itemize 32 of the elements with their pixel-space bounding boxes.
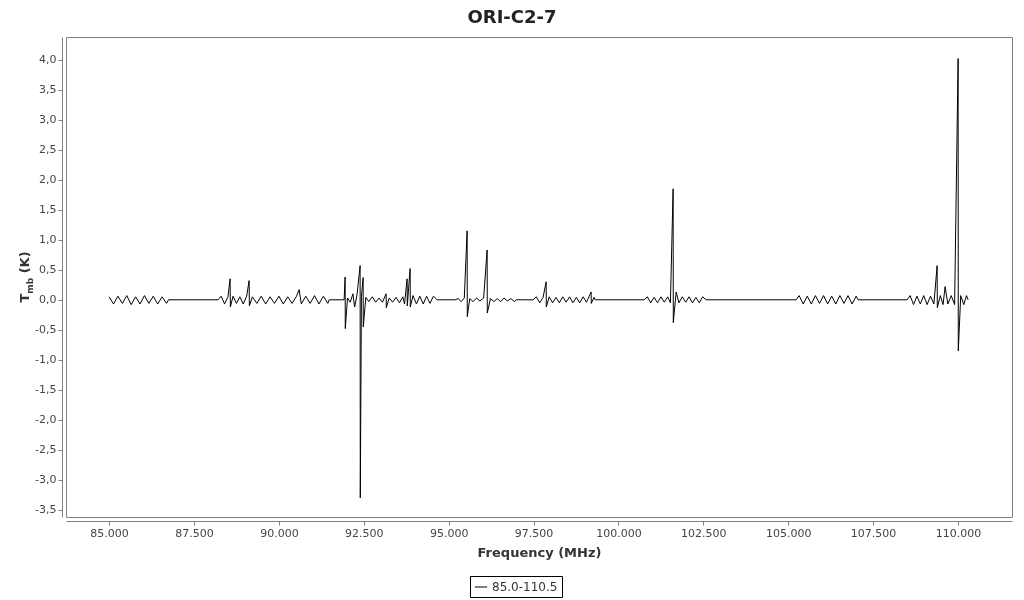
- x-tick-label: 92.500: [345, 526, 384, 540]
- x-tick-label: 102.500: [681, 526, 727, 540]
- y-tick-label: -2,0: [35, 413, 57, 427]
- y-tick-label: -1,0: [35, 353, 57, 367]
- legend-label: 85.0-110.5: [492, 580, 558, 594]
- y-tick-label: -1,5: [35, 383, 57, 397]
- y-tick-label: 0,0: [39, 293, 57, 307]
- y-tick-label: 2,0: [39, 173, 57, 187]
- y-tick-label: 1,0: [39, 233, 57, 247]
- y-tick-label: 3,0: [39, 113, 57, 127]
- x-tick-label: 97.500: [514, 526, 554, 540]
- x-tick-label: 105.000: [765, 526, 812, 540]
- y-axis-title: Tmb (K): [17, 251, 35, 303]
- x-axis-title: Frequency (MHz): [477, 544, 602, 560]
- y-tick-label: 3,5: [39, 83, 57, 97]
- x-tick-label: 90.000: [260, 526, 299, 540]
- x-tick-label: 85.000: [90, 526, 129, 540]
- x-tick-label: 107.500: [850, 526, 897, 540]
- y-tick-label: 4,0: [39, 53, 57, 67]
- y-tick-label: 2,5: [39, 143, 57, 157]
- x-tick-label: 87.500: [175, 526, 214, 540]
- y-tick-label: 1,5: [39, 203, 57, 217]
- x-tick-label: 100.000: [596, 526, 642, 540]
- y-tick-label: -3,5: [35, 503, 57, 517]
- x-tick-label: 110.000: [935, 526, 982, 540]
- line-series: [108, 58, 969, 499]
- y-tick-label: -2,5: [35, 443, 57, 457]
- y-tick-label: -0,5: [35, 323, 57, 337]
- y-tick-label: -3,0: [35, 473, 57, 487]
- x-tick-label: 95.000: [429, 526, 469, 540]
- chart-title: ORI-C2-7: [467, 6, 557, 27]
- y-tick-label: 0,5: [39, 263, 57, 277]
